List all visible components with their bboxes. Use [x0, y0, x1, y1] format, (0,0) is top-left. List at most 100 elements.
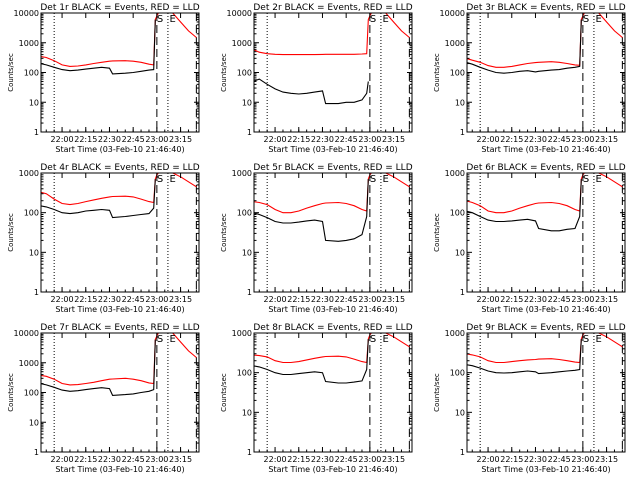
x-tick-label: 22:15: [74, 135, 97, 144]
marker-s: S: [370, 334, 376, 345]
series-black-events-line: [254, 339, 369, 384]
plot-frame: [253, 172, 413, 293]
x-tick-label: 23:15: [382, 295, 405, 304]
plot-frame: [466, 172, 626, 293]
panel-title: Det 4r BLACK = Events, RED = LLD: [40, 163, 199, 173]
marker-e: E: [596, 174, 602, 185]
panel-title: Det 3r BLACK = Events, RED = LLD: [466, 3, 625, 13]
x-tick-label: 22:00: [477, 295, 500, 304]
y-tick-label: 100: [237, 209, 252, 218]
plot-area: [467, 333, 623, 452]
x-tick-label: 22:45: [548, 135, 571, 144]
series-red-lld-line: [254, 173, 410, 214]
x-axis-label: Start Time (03-Feb-10 21:46:40): [55, 305, 184, 314]
marker-s: S: [583, 334, 589, 345]
y-tick-label: 1: [247, 288, 252, 297]
plot-frame: [40, 172, 200, 293]
panel-title: Det 6r BLACK = Events, RED = LLD: [466, 163, 625, 173]
plot-area: [41, 13, 197, 132]
x-tick-label: 23:00: [358, 295, 381, 304]
x-tick-label: 23:00: [145, 135, 168, 144]
x-tick-label: 22:45: [548, 455, 571, 464]
series-red-lld-line: [254, 333, 410, 364]
x-tick-label: 22:45: [335, 135, 358, 144]
plot-area: [254, 13, 410, 132]
series-red-lld-line: [254, 13, 410, 56]
y-tick-label: 1: [247, 448, 252, 457]
x-tick-label: 22:45: [335, 295, 358, 304]
y-tick-label: 100: [450, 209, 465, 218]
panel-title: Det 7r BLACK = Events, RED = LLD: [40, 323, 199, 333]
series-black-events-line: [41, 339, 156, 396]
marker-e: E: [596, 14, 602, 25]
x-tick-label: 22:45: [335, 455, 358, 464]
x-tick-label: 22:15: [74, 455, 97, 464]
series-red-lld-line: [467, 333, 623, 364]
x-tick-label: 22:00: [51, 295, 74, 304]
y-tick-label: 1: [460, 448, 465, 457]
panel-title: Det 1r BLACK = Events, RED = LLD: [40, 3, 199, 13]
y-tick-label: 10: [455, 248, 465, 257]
series-black-events-line: [467, 179, 582, 232]
y-tick-label: 10000: [14, 9, 39, 18]
series-red-lld-line: [467, 13, 623, 68]
x-tick-label: 23:15: [595, 455, 618, 464]
plot-frame: [40, 332, 200, 453]
y-tick-label: 10: [242, 98, 252, 107]
x-tick-label: 23:15: [595, 295, 618, 304]
x-tick-label: 23:15: [382, 455, 405, 464]
y-axis-label: Counts/sec: [7, 373, 15, 412]
plot-area: [467, 13, 623, 132]
x-tick-label: 22:15: [287, 455, 310, 464]
x-tick-label: 22:30: [311, 455, 334, 464]
x-tick-label: 22:45: [122, 295, 145, 304]
series-black-events-line: [41, 19, 156, 75]
series-red-lld-line: [467, 173, 623, 214]
plot-area: [467, 173, 623, 292]
y-tick-label: 100: [24, 389, 39, 398]
y-tick-label: 10000: [440, 9, 465, 18]
y-tick-label: 1000: [19, 359, 39, 368]
y-axis-label: Counts/sec: [7, 213, 15, 252]
x-tick-label: 23:00: [145, 295, 168, 304]
marker-e: E: [596, 334, 602, 345]
y-tick-label: 100: [450, 69, 465, 78]
x-tick-label: 23:15: [382, 135, 405, 144]
y-tick-label: 10: [29, 248, 39, 257]
x-tick-label: 22:45: [122, 455, 145, 464]
x-tick-label: 22:15: [74, 295, 97, 304]
x-tick-label: 22:30: [311, 295, 334, 304]
y-tick-label: 10000: [14, 329, 39, 338]
x-tick-label: 22:15: [500, 455, 523, 464]
series-black-events-line: [254, 179, 369, 242]
marker-s: S: [370, 174, 376, 185]
y-tick-label: 1: [247, 128, 252, 137]
y-tick-label: 10000: [227, 9, 252, 18]
x-tick-label: 22:30: [98, 455, 121, 464]
x-tick-label: 23:00: [571, 295, 594, 304]
y-tick-label: 1000: [19, 169, 39, 178]
plot-area: [254, 333, 410, 452]
y-axis-label: Counts/sec: [433, 53, 441, 92]
x-axis-label: Start Time (03-Feb-10 21:46:40): [268, 305, 397, 314]
x-tick-label: 22:30: [524, 455, 547, 464]
x-axis-label: Start Time (03-Feb-10 21:46:40): [481, 305, 610, 314]
series-black-events-line: [41, 179, 156, 219]
y-tick-label: 1: [34, 448, 39, 457]
panel-title: Det 2r BLACK = Events, RED = LLD: [253, 3, 412, 13]
x-tick-label: 22:45: [122, 135, 145, 144]
plot-frame: [253, 332, 413, 453]
marker-e: E: [383, 14, 389, 25]
x-tick-label: 22:15: [287, 295, 310, 304]
panel-title: Det 8r BLACK = Events, RED = LLD: [253, 323, 412, 333]
y-tick-label: 10: [29, 98, 39, 107]
x-tick-label: 22:30: [98, 135, 121, 144]
marker-e: E: [170, 174, 176, 185]
y-tick-label: 1000: [232, 169, 252, 178]
panel-title: Det 9r BLACK = Events, RED = LLD: [466, 323, 625, 333]
